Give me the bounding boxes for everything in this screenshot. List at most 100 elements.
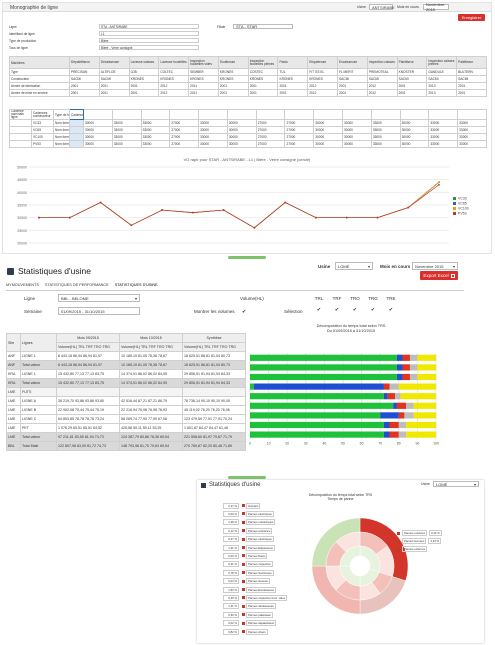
table-cell[interactable]: 2001 [217,82,249,90]
table-cell[interactable]: 33000 [111,133,142,141]
table-cell[interactable]: 27000 [169,140,200,148]
table-cell[interactable]: SACMI [396,75,428,83]
table-cell[interactable]: 30000 [342,133,372,141]
table-cell[interactable]: 27000 [284,119,315,127]
table-cell[interactable]: BULTERN [456,68,487,76]
table-cell[interactable]: 2001 [69,82,100,90]
metric-checkbox[interactable]: ✔ [388,307,394,313]
tab-performance[interactable]: STATISTIQUES DE PERFORMANCE [44,283,109,287]
table-cell[interactable]: 33000 [370,119,401,127]
table-cell[interactable]: 27000 [255,119,286,127]
table-cell[interactable]: 30000 [83,133,113,141]
table-cell[interactable]: 27000 [284,126,315,134]
table-cell[interactable]: 30000 [399,119,430,127]
table-cell[interactable]: 27000 [284,133,315,141]
form-field[interactable]: L1 [99,31,199,36]
table-cell[interactable]: KNOSTER [396,68,428,76]
table-cell[interactable]: 33000 [198,126,228,134]
form-field[interactable]: Bière - Verre consigné [99,45,199,50]
table-cell[interactable]: GANDULE [426,68,458,76]
table-cell[interactable]: 30000 [399,133,430,141]
table-cell[interactable]: FL MERIT [337,68,368,76]
table-cell[interactable]: 2013 [426,89,458,97]
ligne-select[interactable]: BBL - BELOME ▾ [58,294,140,302]
table-cell[interactable]: COSTEC [247,68,279,76]
table-cell[interactable]: 27000 [169,133,200,141]
table-cell[interactable]: 2001 [128,82,160,90]
table-cell[interactable]: 27000 [255,133,286,141]
table-cell[interactable]: PREMOTEAL [366,68,398,76]
metric-checkbox[interactable]: ✔ [316,307,322,313]
table-cell[interactable]: 2001 [98,89,130,97]
table-cell[interactable]: 2013 [426,82,458,90]
metric-checkbox[interactable]: ✔ [370,307,376,313]
table-cell[interactable]: 30000 [226,133,257,141]
format-input[interactable] [69,140,84,148]
table-cell[interactable]: 33000 [140,140,171,148]
table-cell[interactable]: 30000 [313,126,344,134]
table-cell[interactable]: 27000 [255,140,286,148]
table-cell[interactable]: 30000 [342,119,372,127]
table-cell[interactable]: 33000 [370,140,401,148]
table-cell[interactable]: 30000 [313,119,344,127]
table-cell[interactable]: 30000 [83,140,113,148]
table-cell[interactable]: 2012 [307,82,339,90]
table-cell[interactable]: 2001 [69,89,100,97]
table-cell[interactable]: 2012 [158,89,190,97]
table-cell[interactable]: COLTEC [158,68,190,76]
table-cell[interactable]: KRONES [277,75,309,83]
mois-select[interactable]: Novembre 2015 [423,2,449,12]
tab-usine[interactable]: STATISTIQUES D'USINE [114,283,158,287]
table-cell[interactable]: 33000 [428,119,459,127]
table-cell[interactable]: 33000 [198,133,228,141]
table-cell[interactable]: KRONES [128,75,160,83]
table-cell[interactable]: 33000 [370,126,401,134]
table-cell[interactable]: 27000 [255,126,286,134]
table-cell[interactable]: 33000 [198,140,228,148]
table-cell[interactable]: 30000 [342,126,372,134]
table-cell[interactable]: 2001 [337,89,368,97]
table-cell[interactable]: 30000 [83,119,113,127]
table-cell[interactable]: 33000 [140,119,171,127]
show-volumes-checkbox[interactable]: ✔ [242,309,247,315]
tab-mouvements[interactable]: MYMOUVEMENTS [6,283,39,287]
table-cell[interactable]: 30000 [226,140,257,148]
usine-select[interactable]: ANTSIRABE [369,4,395,10]
filiale-field[interactable]: STA - STAR [233,24,293,29]
table-cell[interactable]: 33000 [457,140,487,148]
table-cell[interactable]: 2012 [366,82,398,90]
metric-checkbox[interactable]: ✔ [334,307,340,313]
usine-select[interactable]: LOMÉ ▾ [335,262,373,270]
table-cell[interactable]: 30000 [313,133,344,141]
table-cell[interactable]: SACMI [426,75,458,83]
format-input[interactable] [69,126,84,134]
table-cell[interactable]: 33000 [111,119,142,127]
table-cell[interactable]: ALTIFLOE [98,68,130,76]
metric-checkbox[interactable]: ✔ [352,307,358,313]
table-cell[interactable]: 2011 [188,82,219,90]
table-cell[interactable]: SACMI [69,75,100,83]
table-cell[interactable]: 2012 [158,82,190,90]
table-cell[interactable]: 33000 [428,126,459,134]
table-cell[interactable]: 30000 [83,126,113,134]
table-cell[interactable]: KRONES [307,75,339,83]
table-cell[interactable]: 2001 [396,82,428,90]
table-cell[interactable]: 27000 [284,140,315,148]
table-cell[interactable]: KRONES [247,75,279,83]
table-cell[interactable]: 27000 [169,126,200,134]
table-cell[interactable]: 30000 [226,119,257,127]
table-cell[interactable]: KRONES [217,75,249,83]
export-excel-button[interactable]: Export Excel [420,271,458,280]
table-cell[interactable]: SACMI [456,75,487,83]
table-cell[interactable]: 2001 [277,89,309,97]
table-cell[interactable]: 27000 [169,119,200,127]
table-cell[interactable]: SACMI [366,75,398,83]
table-cell[interactable]: 2011 [188,89,219,97]
semaine-input[interactable]: 01/09/2015 - 31/10/2015 [58,307,140,315]
table-cell[interactable]: 2001 [247,82,279,90]
table-cell[interactable]: 2001 [277,82,309,90]
table-cell[interactable]: 33000 [198,119,228,127]
table-cell[interactable]: 30000 [342,140,372,148]
table-cell[interactable]: 2001 [456,89,487,97]
table-cell[interactable]: KRONES [217,68,249,76]
